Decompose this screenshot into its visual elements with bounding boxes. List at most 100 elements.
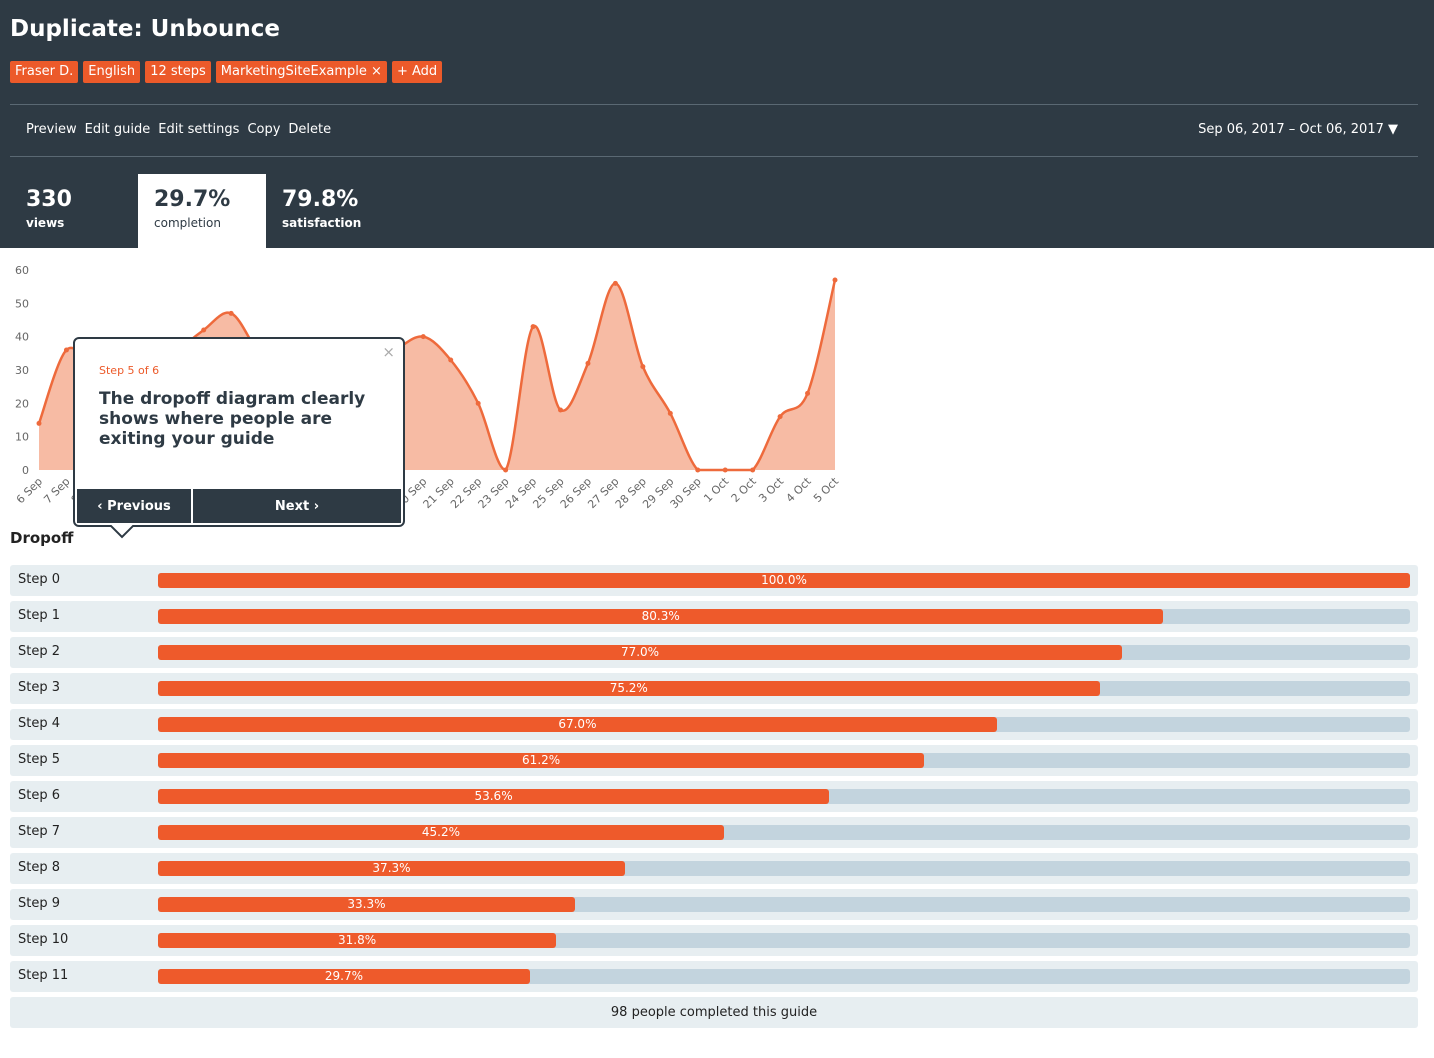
bar [158,897,575,912]
step-label: Step 3 [18,680,61,695]
dropoff-row: Step 4 67.0% [10,709,1418,740]
tag[interactable]: MarketingSiteExample × [215,61,387,83]
close-button[interactable]: × [382,343,395,361]
bar-value-label: 77.0% [620,645,660,659]
bar-track: 80.3% [158,609,1410,624]
y-tick-label: 50 [15,297,29,310]
stat-tab[interactable]: 29.7% completion [138,174,266,248]
step-label: Step 10 [18,932,69,947]
tag[interactable]: 12 steps [145,61,211,83]
dropoff-row: Step 5 61.2% [10,745,1418,776]
bar [158,573,1410,588]
bar [158,609,1164,624]
bar-track: 67.0% [158,717,1410,732]
point [722,467,728,473]
point [36,420,42,426]
nav-link[interactable]: Delete [288,122,332,137]
tag[interactable]: English [83,61,141,83]
step-label: Step 11 [18,968,69,983]
next-button[interactable]: Next › [274,498,320,514]
y-tick-label: 0 [22,464,29,477]
point [777,414,783,420]
x-tick-label: 1 Oct [701,474,732,505]
point [640,364,646,370]
bar-value-label: 45.2% [421,825,460,839]
bar-track: 45.2% [158,825,1410,840]
bar-track: 100.0% [158,573,1410,588]
tag[interactable]: Fraser D. [10,61,79,83]
point [832,277,838,283]
bar-track: 31.8% [158,933,1410,948]
bar [158,753,925,768]
bar [158,717,997,732]
guide-title: Duplicate: Unbounce [10,16,280,42]
x-tick-label: 30 Sep [668,475,704,511]
point [612,280,618,286]
dropoff-row: Step 1 80.3% [10,601,1418,632]
nav-link[interactable]: Edit guide [84,122,151,137]
point [585,360,591,366]
point [420,334,426,340]
bar-value-label: 67.0% [558,717,597,731]
tooltip-pointer [110,525,134,539]
nav-link[interactable]: Preview [26,122,77,137]
bar [158,681,1100,696]
nav: Preview Edit guide Edit settings Copy Delete [26,122,331,137]
x-tick-label: 5 Oct [811,474,842,505]
step-label: Step 1 [18,608,61,623]
bar-value-label: 75.2% [609,681,648,695]
dropoff-row: Step 0 100.0% [10,565,1418,596]
y-tick-label: 30 [15,364,29,377]
bar-track: 37.3% [158,861,1410,876]
point [695,467,701,473]
bar-track: 75.2% [158,681,1410,696]
separator [10,104,1418,105]
stat-tab[interactable]: 330 views [10,174,138,248]
nav-link[interactable]: Copy [247,122,281,137]
bar-value-label: 61.2% [522,753,561,767]
stat-value: 79.8% [282,187,359,212]
bar-track: 29.7% [158,969,1410,984]
tooltip-buttons: ‹ Previous Next › [77,489,401,523]
bar-value-label: 29.7% [324,969,363,983]
dropoff-row: Step 3 75.2% [10,673,1418,704]
point [63,347,69,353]
x-tick-label: 3 Oct [756,474,787,505]
y-tick-label: 40 [15,331,29,344]
point [667,410,673,416]
step-label: Step 0 [18,572,61,587]
date-range[interactable]: Sep 06, 2017 – Oct 06, 2017 ▼ [1198,122,1398,137]
bar [158,789,830,804]
stat-label: views [26,216,65,230]
separator [10,156,1418,157]
tooltip: × Step 5 of 6 The dropoff diagram clearl… [73,337,405,527]
stat-tab[interactable]: 79.8% satisfaction [266,174,394,248]
x-tick-label: 2 Oct [729,474,760,505]
bar [158,933,557,948]
dropoff-row: Step 10 31.8% [10,925,1418,956]
header: Duplicate: Unbounce Fraser D. English 12 s… [0,0,1434,248]
dropoff-row: Step 11 29.7% [10,961,1418,992]
step-label: Step 9 [18,896,61,911]
bar [158,825,724,840]
tooltip-step: Step 5 of 6 [99,364,160,377]
y-tick-label: 60 [15,264,29,277]
stat-value: 29.7% [154,187,231,212]
previous-button[interactable]: ‹ Previous [77,489,193,523]
tag[interactable]: + Add [391,61,443,83]
stat-label: satisfaction [282,216,362,230]
dropoff-footer: 98 people completed this guide [10,997,1418,1028]
dropoff-title: Dropoff [10,529,74,547]
bar [158,645,1123,660]
x-tick-label: 6 Sep [14,475,45,506]
dropoff-row: Step 7 45.2% [10,817,1418,848]
tags: Fraser D. English 12 steps MarketingSiteExa… [10,61,443,83]
nav-link[interactable]: Edit settings [158,122,240,137]
step-label: Step 6 [18,788,61,803]
point [503,467,509,473]
tooltip-title: The dropoff diagram clearly shows where … [99,389,366,449]
point [530,324,536,330]
bar-value-label: 53.6% [474,789,513,803]
stat-label: completion [154,216,221,230]
